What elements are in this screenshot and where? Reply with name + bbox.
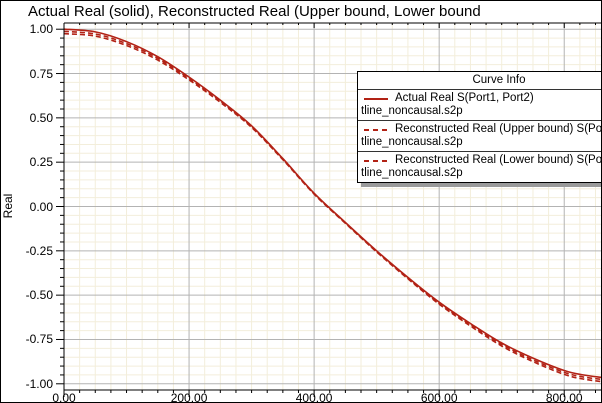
y-tick-label: 1.00 (29, 22, 53, 37)
y-tick-label: -0.75 (25, 332, 53, 347)
curve-lower-bound (63, 32, 601, 383)
major-gridlines (64, 23, 601, 390)
legend-entry-label: Actual Real S(Port1, Port2) (395, 92, 534, 104)
y-tick-label: 0.00 (29, 199, 53, 214)
x-tick-label: 800.00 (545, 391, 583, 403)
x-tick-label: 600.00 (420, 391, 458, 403)
legend-line-sample-dashed (364, 128, 388, 131)
y-tick-label: -1.00 (25, 376, 53, 391)
y-tick-label: -0.25 (25, 243, 53, 258)
legend-entry-file: tline_noncausal.s2p (361, 167, 463, 179)
legend-entry-upper-bound: Reconstructed Real (Upper bound) S(Po tl… (358, 121, 602, 152)
legend-line-sample-solid (364, 97, 388, 100)
chart-title: Actual Real (solid), Reconstructed Real … (28, 3, 481, 20)
y-tick-label: -0.50 (25, 288, 53, 303)
legend-box[interactable]: Curve Info Actual Real S(Port1, Port2) t… (357, 71, 602, 183)
legend-title: Curve Info (358, 72, 601, 90)
x-tick-label: 400.00 (295, 391, 333, 403)
y-tick-label: 0.75 (29, 66, 53, 81)
x-tick-label: 200.00 (170, 391, 208, 403)
legend-entry-lower-bound: Reconstructed Real (Lower bound) S(Po tl… (358, 152, 602, 182)
legend-entry-file: tline_noncausal.s2p (361, 136, 463, 148)
axes-layer (56, 22, 601, 397)
legend-line-sample-dashed (364, 159, 388, 162)
legend-entry-label: Reconstructed Real (Lower bound) S(Po (395, 154, 602, 166)
curves-layer (63, 28, 601, 383)
legend-entry-label: Reconstructed Real (Upper bound) S(Po (395, 123, 602, 135)
y-tick-label: 0.50 (29, 110, 53, 125)
x-tick-label: 0.00 (52, 391, 76, 403)
legend-entry-actual: Actual Real S(Port1, Port2) tline_noncau… (358, 90, 601, 121)
y-tick-label: 0.25 (29, 155, 53, 170)
legend-entry-file: tline_noncausal.s2p (361, 105, 463, 117)
curve-upper-bound (63, 30, 601, 381)
